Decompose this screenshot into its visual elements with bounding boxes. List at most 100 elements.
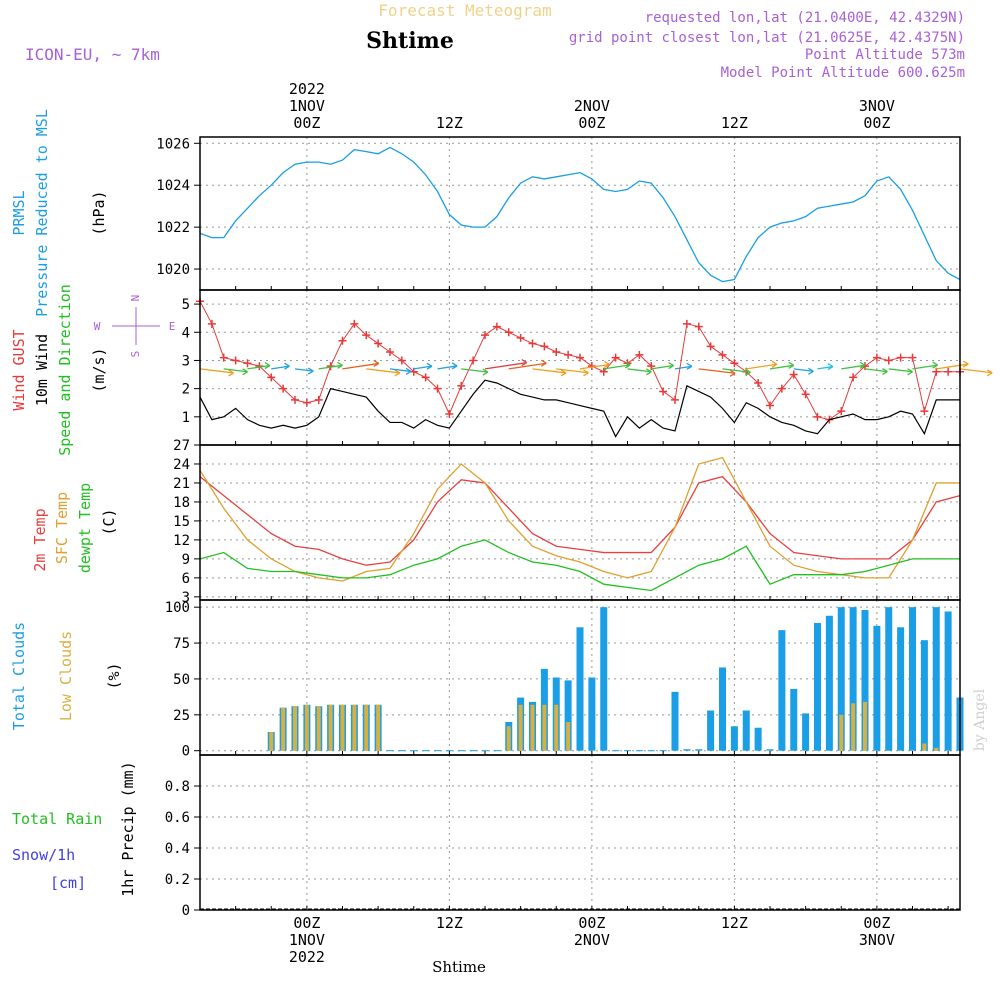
- gust-marker: [718, 350, 727, 359]
- gust-marker: [944, 367, 953, 376]
- ytick-label-precipitation: 0.8: [165, 779, 190, 795]
- wind-direction-arrow-head: [337, 361, 343, 369]
- time-label-bottom: 00Z: [863, 914, 890, 932]
- ytick-label-precipitation: 0.6: [165, 810, 190, 826]
- gust-marker: [481, 331, 489, 340]
- gust-marker: [397, 356, 406, 365]
- time-label-bottom: 3NOV: [859, 931, 895, 949]
- gust-marker: [552, 348, 561, 356]
- ytick-label-temperature: 9: [182, 552, 190, 568]
- total-cloud-bar: [932, 607, 940, 751]
- low-cloud-bar: [293, 706, 297, 751]
- wind-direction-arrow-head: [827, 363, 834, 371]
- wind-direction-arrow-head: [583, 369, 589, 377]
- gust-marker: [207, 319, 216, 328]
- ytick-label-temperature: 15: [173, 514, 190, 530]
- ytick-label-clouds: 50: [173, 672, 190, 688]
- wind-direction-arrow-head: [264, 361, 271, 370]
- gust-marker: [350, 319, 359, 328]
- time-label-top: 2NOV: [574, 97, 610, 115]
- total-cloud-bar: [600, 607, 608, 751]
- precip-label-snow: Snow/1h: [12, 846, 75, 864]
- ytick-label-temperature: 3: [182, 590, 190, 606]
- time-label-top: 00Z: [863, 114, 890, 132]
- gust-marker: [504, 328, 513, 337]
- total-cloud-bar: [588, 677, 596, 751]
- total-cloud-bar: [766, 749, 774, 751]
- cloud-labels: Total Clouds Low Clouds (%): [10, 622, 123, 730]
- total-cloud-bar: [849, 607, 857, 751]
- point-altitude: Point Altitude 573m: [805, 47, 965, 63]
- wind-direction-arrow: [841, 364, 866, 370]
- low-cloud-bar: [934, 747, 939, 751]
- wind-direction-arrow-head: [771, 360, 778, 368]
- wind-direction-arrow-head: [242, 368, 248, 376]
- total-cloud-bar: [564, 680, 572, 751]
- gust-marker: [540, 342, 549, 351]
- ytick-label-clouds: 0: [182, 744, 190, 760]
- wind-direction-arrow-head: [426, 362, 433, 370]
- wind-direction-arrow-head: [228, 369, 234, 377]
- wind-direction-arrow-head: [668, 361, 674, 370]
- time-label-bottom: 00Z: [578, 914, 605, 932]
- low-cloud-bar: [554, 704, 559, 751]
- ytick-label-clouds: 25: [173, 708, 190, 724]
- wind-direction-arrow-head: [745, 368, 751, 376]
- low-cloud-bar: [839, 714, 844, 751]
- ytick-label-wind: 5: [182, 297, 190, 313]
- ytick-label-pressure: 1020: [156, 262, 190, 278]
- pressure-label-desc: Pressure Reduced to MSL: [33, 109, 51, 317]
- wind-direction-arrow: [318, 364, 343, 370]
- gust-marker: [635, 350, 644, 359]
- wind-labels: Wind GUST 10m Wind Speed and Direction (…: [10, 284, 175, 456]
- wind-direction-arrow-head: [624, 361, 631, 369]
- temp-label-2m: 2m Temp: [31, 508, 49, 571]
- ytick-label-pressure: 1022: [156, 220, 190, 236]
- gust-marker: [611, 353, 620, 362]
- gust-marker: [801, 390, 810, 399]
- wind-direction-arrow: [674, 365, 692, 370]
- gust-marker: [338, 336, 347, 345]
- total-cloud-bar: [742, 710, 750, 751]
- wind-direction-arrow-head: [560, 369, 567, 377]
- low-cloud-bar: [269, 732, 274, 751]
- wind-direction-arrow: [817, 365, 834, 370]
- ytick-label-clouds: 100: [165, 600, 190, 616]
- gust-marker: [564, 350, 573, 359]
- gust-marker: [302, 398, 311, 407]
- total-cloud-bar: [576, 627, 584, 751]
- wind-direction-arrow-head: [729, 369, 736, 377]
- wind-direction-arrow: [722, 368, 751, 373]
- requested-coords: requested lon,lat (21.0400E, 42.4329N): [645, 10, 965, 26]
- model-label: ICON-EU, ~ 7km: [25, 45, 160, 64]
- data-series: [196, 146, 993, 910]
- gust-marker: [314, 395, 323, 404]
- gust-marker: [516, 333, 525, 342]
- time-label-top: 00Z: [293, 114, 320, 132]
- time-label-top: 12Z: [436, 114, 463, 132]
- low-cloud-bar: [281, 707, 286, 751]
- gust-marker: [492, 322, 501, 331]
- wind-direction-arrow-head: [645, 368, 652, 376]
- gust-marker: [754, 379, 763, 387]
- low-cloud-bar: [506, 726, 511, 751]
- ytick-label-temperature: 18: [173, 495, 190, 511]
- ytick-label-precipitation: 0.4: [165, 841, 190, 857]
- wind-direction-arrow: [936, 363, 969, 370]
- pressure-unit: (hPa): [90, 190, 108, 235]
- gust-marker: [694, 322, 703, 331]
- precip-labels: Total Rain Snow/1h [cm] 1hr Precip (mm): [12, 761, 137, 896]
- wind-direction-arrow: [247, 364, 270, 370]
- wind-direction-arrow: [912, 364, 938, 370]
- ytick-label-temperature: 12: [173, 533, 190, 549]
- time-label-bottom: 12Z: [436, 914, 463, 932]
- gust-marker: [908, 353, 917, 362]
- gust-marker: [219, 353, 228, 362]
- watermark: by Angel: [972, 688, 988, 751]
- gust-marker: [528, 339, 537, 348]
- temp-label-dewpt: dewpt Temp: [76, 483, 94, 573]
- total-cloud-bar: [897, 627, 905, 751]
- ytick-label-temperature: 21: [173, 476, 190, 492]
- gust-marker: [766, 401, 774, 410]
